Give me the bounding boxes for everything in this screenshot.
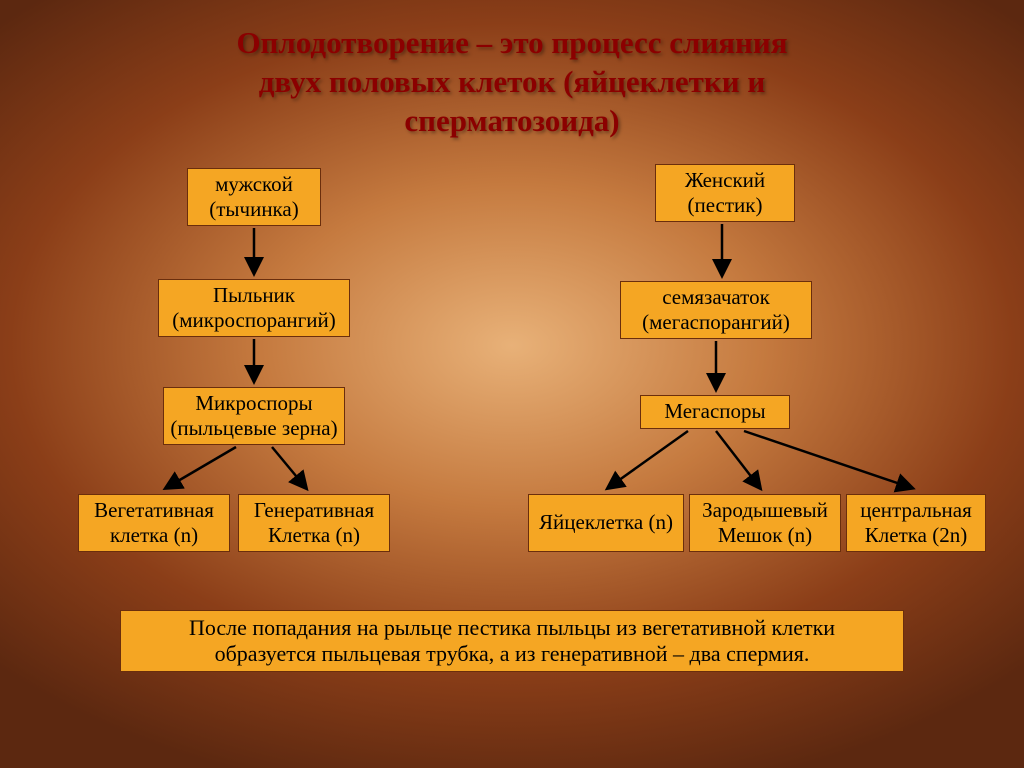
page-title: Оплодотворение – это процесс слияния дву… [62,24,962,140]
title-line: Оплодотворение – это процесс слияния [62,24,962,63]
node-text: (пыльцевые зерна) [170,416,337,441]
node-egg-cell: Яйцеклетка (n) [528,494,684,552]
footer-text: образуется пыльцевая трубка, а из генера… [215,641,810,667]
node-text: Клетка (n) [268,523,360,548]
footer-text: После попадания на рыльце пестика пыльцы… [189,615,835,641]
node-text: Яйцеклетка (n) [539,510,673,535]
title-line: двух половых клеток (яйцеклетки и [62,63,962,102]
node-anther: Пыльник (микроспорангий) [158,279,350,337]
node-text: (мегаспорангий) [642,310,790,335]
node-text: (тычинка) [209,197,299,222]
node-text: Клетка (2n) [865,523,967,548]
node-text: (микроспорангий) [172,308,335,333]
node-generative-cell: Генеративная Клетка (n) [238,494,390,552]
node-text: Вегетативная [94,498,214,523]
node-male: мужской (тычинка) [187,168,321,226]
node-text: Генеративная [254,498,374,523]
footer-note: После попадания на рыльце пестика пыльцы… [120,610,904,672]
node-microspores: Микроспоры (пыльцевые зерна) [163,387,345,445]
node-text: клетка (n) [110,523,198,548]
node-text: Женский [685,168,765,193]
node-vegetative-cell: Вегетативная клетка (n) [78,494,230,552]
node-text: (пестик) [687,193,762,218]
node-text: Мегаспоры [664,399,765,424]
node-text: Зародышевый [702,498,828,523]
node-megaspores: Мегаспоры [640,395,790,429]
node-central-cell: центральная Клетка (2n) [846,494,986,552]
node-text: Пыльник [213,283,295,308]
node-text: мужской [215,172,293,197]
node-embryo-sac: Зародышевый Мешок (n) [689,494,841,552]
node-text: Мешок (n) [718,523,812,548]
node-ovule: семязачаток (мегаспорангий) [620,281,812,339]
node-female: Женский (пестик) [655,164,795,222]
title-line: сперматозоида) [62,102,962,141]
node-text: центральная [860,498,972,523]
node-text: семязачаток [662,285,770,310]
node-text: Микроспоры [195,391,312,416]
